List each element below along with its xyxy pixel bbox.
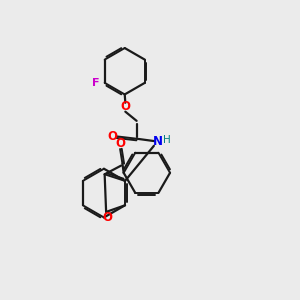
Text: H: H: [163, 135, 171, 145]
Text: O: O: [103, 211, 112, 224]
Text: N: N: [153, 135, 163, 148]
Text: O: O: [115, 137, 125, 150]
Text: O: O: [107, 130, 117, 143]
Text: F: F: [92, 78, 99, 88]
Text: O: O: [120, 100, 130, 113]
